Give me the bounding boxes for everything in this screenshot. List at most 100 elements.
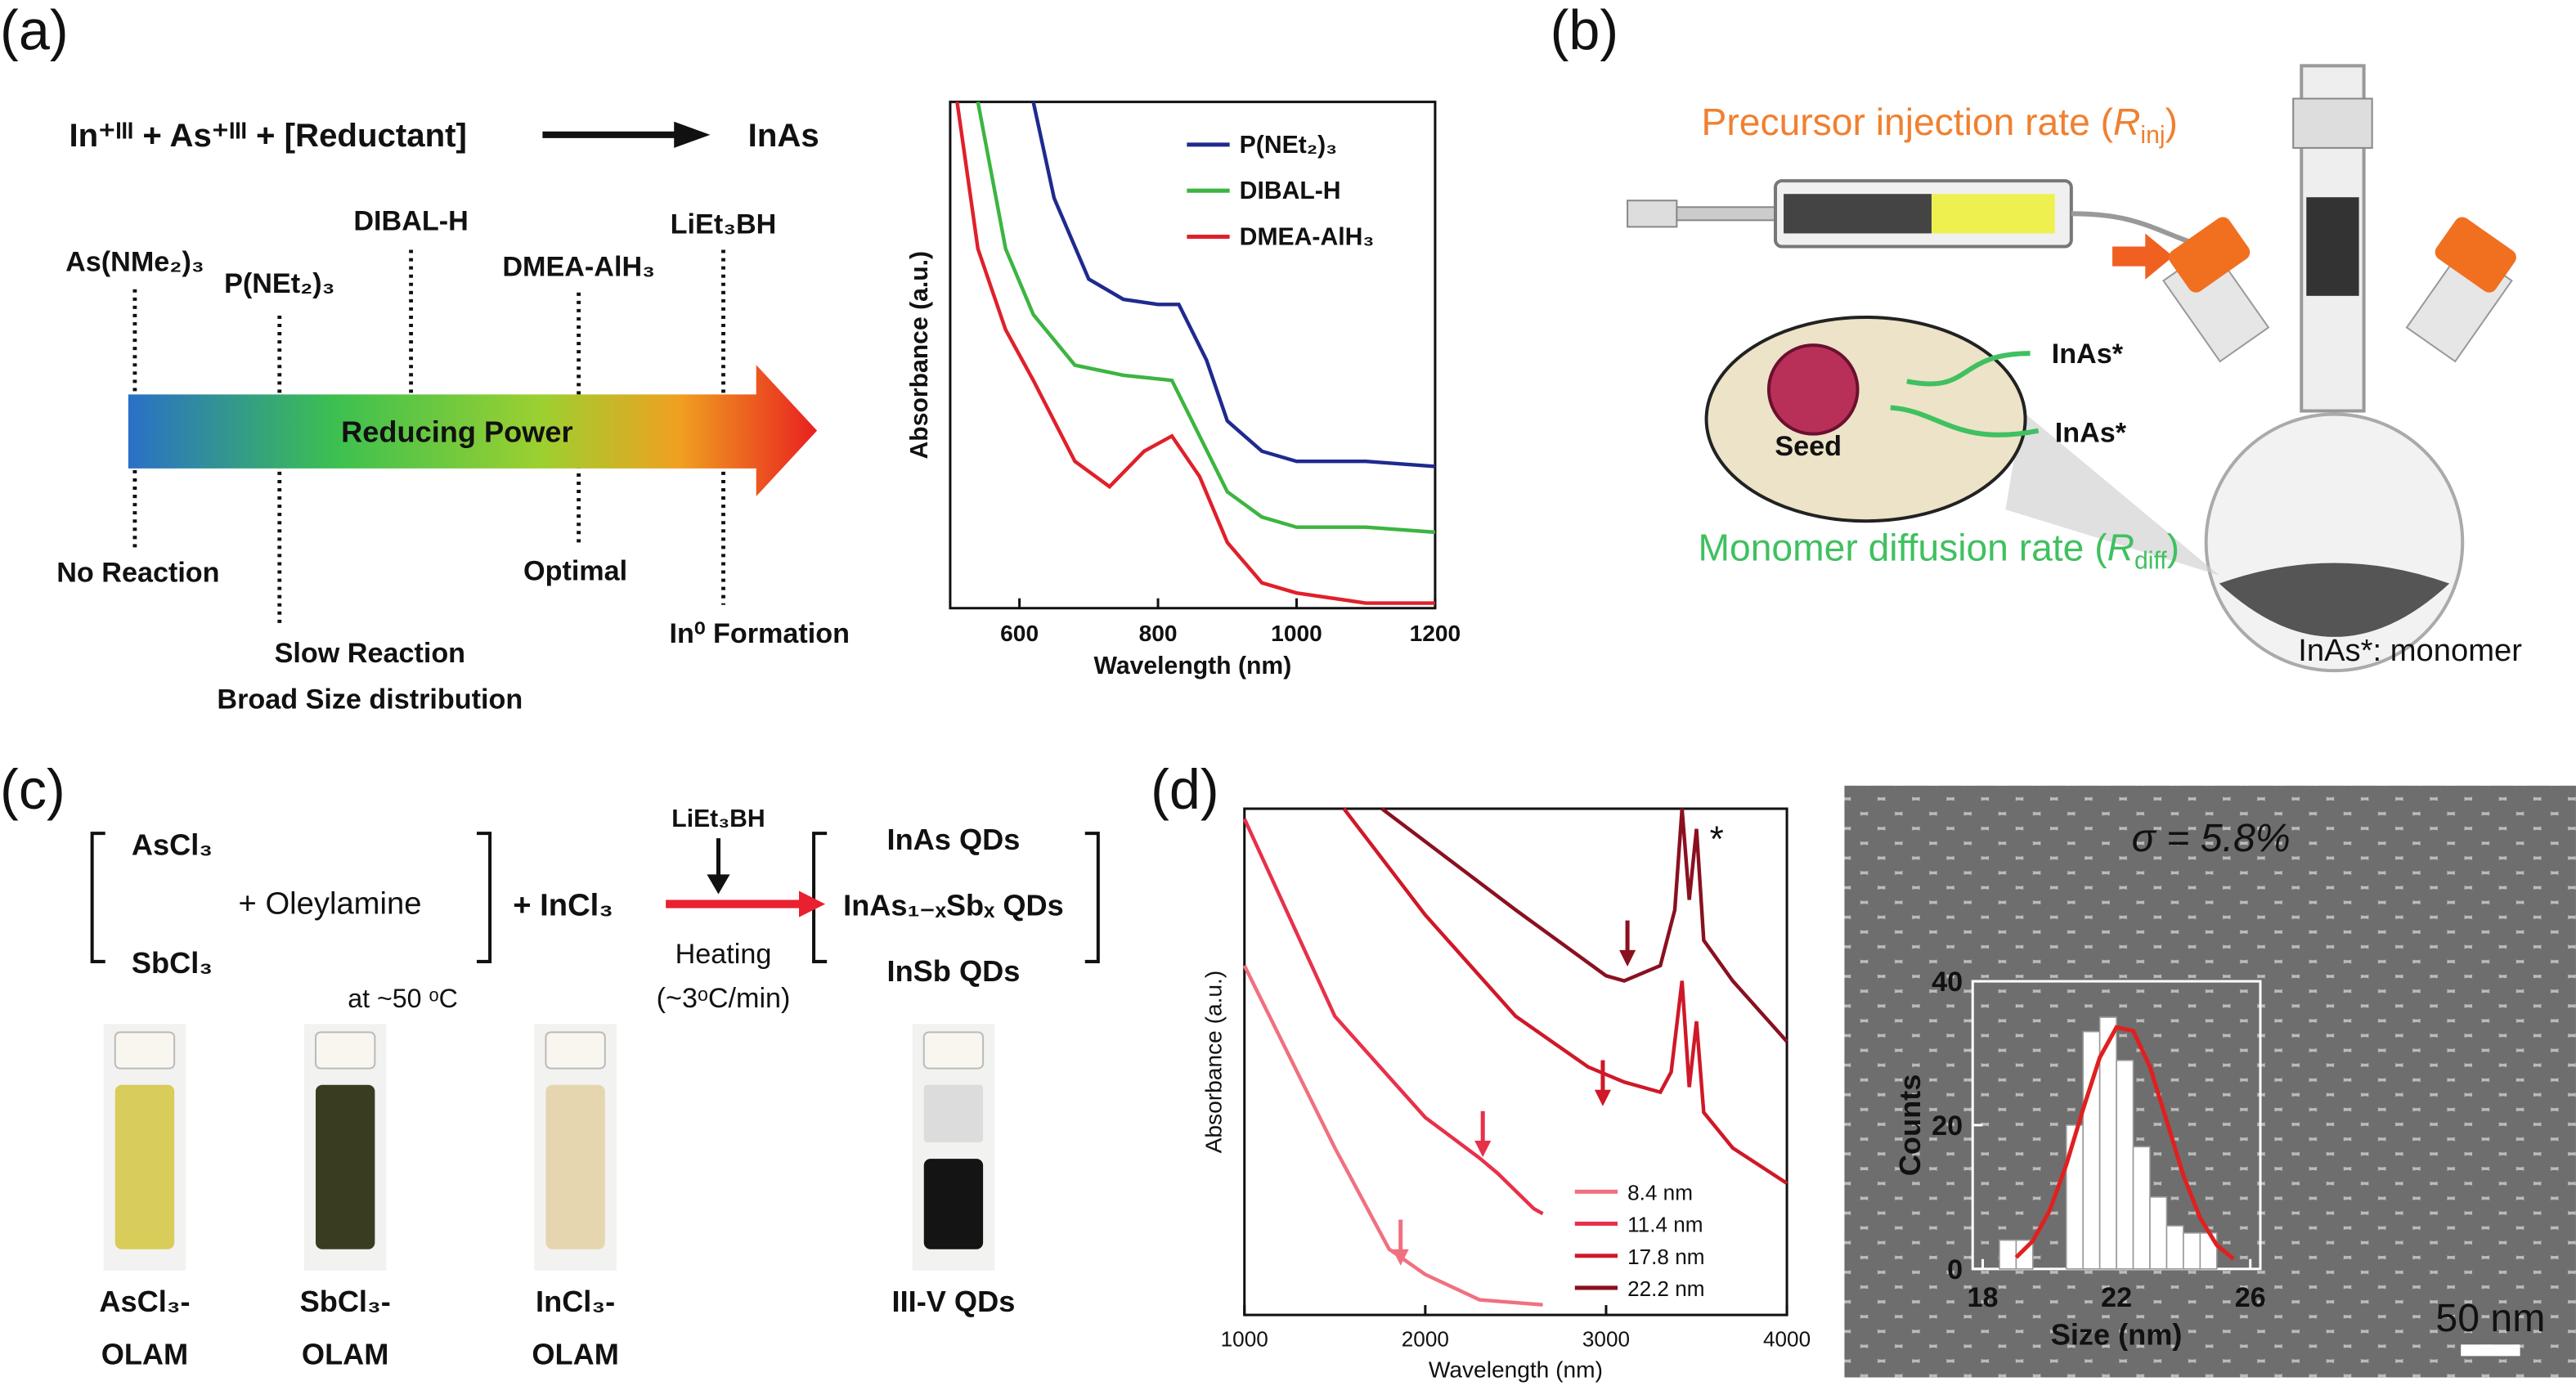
x-tick-label: 2000 [1402, 1326, 1449, 1351]
x-axis-label: Wavelength (nm) [1429, 1357, 1603, 1382]
data-line [1380, 807, 1788, 1043]
annotation: σ = 5.8% [2132, 816, 2291, 860]
x-tick-label: 4000 [1763, 1326, 1811, 1351]
data-line [1242, 964, 1543, 1307]
legend-label: 8.4 nm [1627, 1180, 1693, 1204]
chart: 1000 2000 3000 4000 Wavelength (nm) Absorbanc… [1201, 807, 1811, 1382]
reactant: AsCl₃ [132, 828, 213, 861]
arrow-label: Reducing Power [341, 415, 572, 449]
product: InAs [748, 117, 819, 154]
text: Monomer diffusion rate ( [1699, 526, 2108, 568]
x-axis-label: Wavelength (nm) [1094, 653, 1292, 680]
reducing-arrow [128, 365, 818, 497]
text: ) [2165, 101, 2178, 143]
bar [2165, 1225, 2184, 1270]
reductant: LiEt₃BH [671, 209, 777, 240]
data-line [2014, 1025, 2235, 1261]
data-line [955, 101, 1435, 605]
x-tick-label: 3000 [1582, 1326, 1630, 1351]
y-tick-label: 20 [1932, 1110, 1963, 1142]
data-line [1342, 807, 1788, 1185]
legend-label: 22.2 nm [1627, 1276, 1704, 1301]
legend-label: P(NEt₂)₃ [1240, 132, 1337, 159]
outcome: In⁰ Formation [669, 618, 850, 649]
annotation: * [1710, 819, 1724, 859]
bar [2149, 1196, 2168, 1270]
temperature: at ~50 ᵒC [348, 984, 458, 1013]
text: Precursor injection rate ( [1702, 101, 2114, 143]
seed-label: Seed [1775, 431, 1842, 462]
y-tick-label: 40 [1932, 967, 1963, 998]
bar [2116, 1059, 2134, 1270]
chart: 18 22 26 0 20 40 Size (nm) Counts σ = 5.8% 50 nm [1893, 816, 2545, 1357]
scale-bar [2461, 1344, 2520, 1357]
feature-arrowhead [1619, 949, 1636, 967]
incl3: + InCl₃ [513, 888, 613, 923]
data-line [1031, 101, 1436, 469]
vial-label: SbCl₃- [300, 1285, 391, 1318]
outcome: No Reaction [56, 558, 219, 589]
product: InAs QDs [887, 823, 1021, 856]
arrowhead [674, 121, 711, 148]
bar [2132, 1146, 2151, 1270]
y-axis-label: Absorbance (a.u.) [1201, 971, 1227, 1154]
vials [103, 1024, 995, 1271]
heating: Heating [675, 939, 772, 970]
subscript: inj [2140, 122, 2165, 149]
y-axis-label: Counts [1893, 1074, 1927, 1177]
tem-image [1844, 785, 2576, 1378]
x-tick-label: 1000 [1271, 621, 1322, 646]
diffusion-arrow [1906, 351, 2031, 387]
footnote: InAs*: monomer [2298, 633, 2522, 668]
panel-label: (c) [0, 759, 65, 821]
vial-label: AsCl₃- [99, 1285, 190, 1318]
text: ) [2167, 526, 2179, 568]
symbol: R [2113, 101, 2140, 143]
arrowhead [798, 890, 826, 917]
x-tick-label: 22 [2101, 1282, 2132, 1313]
scale-bar-label: 50 nm [2435, 1296, 2545, 1340]
equation: In⁺ᴵᴵᴵ + As⁺ᴵᴵᴵ + [Reductant] [69, 117, 466, 154]
x-tick-label: 26 [2235, 1282, 2266, 1313]
panel-label: (a) [0, 0, 69, 61]
reductant: P(NEt₂)₃ [224, 268, 334, 299]
plot-frame [949, 101, 1437, 610]
vial-label: III-V QDs [892, 1285, 1016, 1318]
product: InAs₁₋ₓSbₓ QDs [843, 889, 1064, 922]
charts: 600 800 1000 1200 Wavelength (nm) Absorbance … [906, 101, 2545, 1382]
brackets [90, 832, 1100, 963]
legend-label: DMEA-AlH₃ [1240, 224, 1375, 251]
reductant: LiEt₃BH [671, 805, 765, 832]
reactant: SbCl₃ [132, 946, 213, 980]
reaction-zone [1704, 315, 2027, 523]
symbol: R [2107, 526, 2134, 568]
legend-label: DIBAL-H [1240, 177, 1341, 204]
outcome: Broad Size distribution [217, 684, 523, 715]
monomer-label: InAs* [2052, 339, 2124, 370]
y-axis-label: Absorbance (a.u.) [906, 251, 933, 460]
outcome: Slow Reaction [275, 638, 465, 669]
monomer-label: InAs* [2055, 418, 2127, 449]
vial-label: InCl₃- [536, 1285, 615, 1318]
reductant: DMEA-AlH₃ [502, 252, 655, 283]
syringe [1627, 179, 2204, 249]
y-tick-label: 0 [1947, 1254, 1963, 1285]
subscript: diff [2134, 548, 2167, 575]
heating-rate: (~3ᵒC/min) [657, 983, 791, 1014]
product: InSb QDs [887, 954, 1021, 988]
feature-arrowhead [1594, 1089, 1611, 1106]
arrow [2112, 233, 2174, 280]
vial-label: OLAM [101, 1337, 189, 1370]
bar [1999, 1239, 2017, 1270]
x-tick-label: 1000 [1221, 1326, 1268, 1351]
data-line [1242, 818, 1544, 1216]
data-line [976, 101, 1436, 535]
legend-label: 11.4 nm [1627, 1213, 1703, 1237]
outcome: Optimal [523, 556, 627, 587]
arrowhead [707, 874, 730, 895]
legend-label: 17.8 nm [1627, 1245, 1704, 1269]
x-tick-label: 1200 [1410, 621, 1461, 646]
bar [2065, 1124, 2085, 1270]
vial-label: OLAM [302, 1337, 389, 1370]
panel-label: (b) [1551, 0, 1619, 61]
